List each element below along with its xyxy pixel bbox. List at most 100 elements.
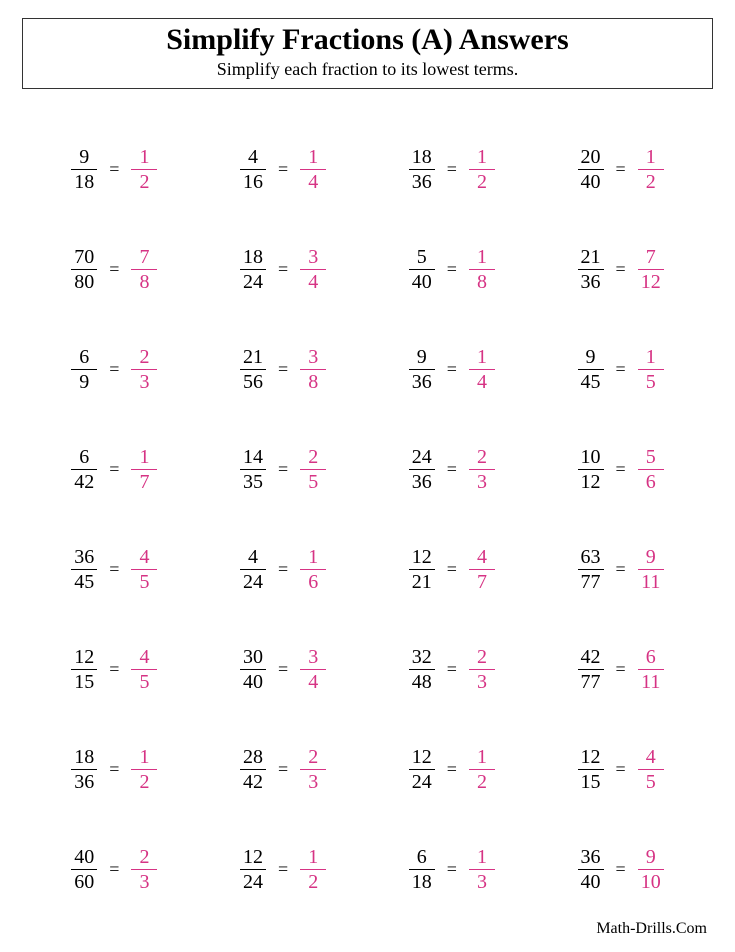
- problem-cell: 936=14: [368, 319, 537, 419]
- equals-sign: =: [616, 159, 626, 180]
- answer-numerator: 1: [306, 146, 320, 169]
- problem-cell: 1215=45: [30, 619, 199, 719]
- answer-numerator: 3: [306, 246, 320, 269]
- equals-sign: =: [109, 659, 119, 680]
- problem-fraction: 1836: [71, 746, 97, 793]
- problem-cell: 69=23: [30, 319, 199, 419]
- answer-denominator: 8: [469, 269, 495, 293]
- answer-numerator: 1: [137, 746, 151, 769]
- problem-numerator: 21: [241, 346, 265, 369]
- problem-fraction: 3248: [409, 646, 435, 693]
- answer-fraction: 12: [131, 146, 157, 193]
- answer-numerator: 1: [306, 846, 320, 869]
- answer-fraction: 15: [638, 346, 664, 393]
- problem-fraction: 1215: [578, 746, 604, 793]
- answer-numerator: 4: [644, 746, 658, 769]
- equals-sign: =: [616, 859, 626, 880]
- problem-denominator: 24: [409, 769, 435, 793]
- problem-fraction: 1012: [578, 446, 604, 493]
- problem-fraction: 4060: [71, 846, 97, 893]
- answer-fraction: 78: [131, 246, 157, 293]
- problem-denominator: 40: [409, 269, 435, 293]
- problem-numerator: 12: [410, 546, 434, 569]
- problem-fraction: 3645: [71, 546, 97, 593]
- answer-denominator: 2: [131, 169, 157, 193]
- answer-fraction: 45: [638, 746, 664, 793]
- equals-sign: =: [616, 359, 626, 380]
- answer-fraction: 12: [469, 146, 495, 193]
- answer-numerator: 6: [644, 646, 658, 669]
- equals-sign: =: [109, 559, 119, 580]
- answer-numerator: 4: [475, 546, 489, 569]
- answer-fraction: 12: [131, 746, 157, 793]
- equals-sign: =: [616, 459, 626, 480]
- problem-numerator: 10: [579, 446, 603, 469]
- answer-fraction: 611: [638, 646, 664, 693]
- answer-denominator: 4: [469, 369, 495, 393]
- answer-numerator: 1: [137, 146, 151, 169]
- answer-fraction: 25: [300, 446, 326, 493]
- equals-sign: =: [278, 359, 288, 380]
- answer-fraction: 911: [638, 546, 664, 593]
- answer-denominator: 5: [638, 769, 664, 793]
- equals-sign: =: [447, 259, 457, 280]
- answer-denominator: 4: [300, 669, 326, 693]
- problem-cell: 4277=611: [536, 619, 705, 719]
- problem-denominator: 15: [578, 769, 604, 793]
- equals-sign: =: [616, 759, 626, 780]
- problem-cell: 1224=12: [199, 819, 368, 919]
- problem-fraction: 1435: [240, 446, 266, 493]
- answer-numerator: 4: [137, 646, 151, 669]
- problem-fraction: 3640: [578, 846, 604, 893]
- equals-sign: =: [278, 859, 288, 880]
- problem-denominator: 40: [578, 169, 604, 193]
- answer-denominator: 7: [469, 569, 495, 593]
- answer-fraction: 16: [300, 546, 326, 593]
- equals-sign: =: [109, 459, 119, 480]
- header-box: Simplify Fractions (A) Answers Simplify …: [22, 18, 713, 89]
- answer-fraction: 712: [638, 246, 664, 293]
- answer-denominator: 11: [638, 569, 664, 593]
- equals-sign: =: [616, 259, 626, 280]
- problem-numerator: 40: [72, 846, 96, 869]
- answer-fraction: 56: [638, 446, 664, 493]
- answer-numerator: 1: [137, 446, 151, 469]
- problem-denominator: 45: [578, 369, 604, 393]
- answer-denominator: 10: [638, 869, 664, 893]
- equals-sign: =: [109, 859, 119, 880]
- problem-denominator: 45: [71, 569, 97, 593]
- problem-cell: 4060 = 23: [30, 819, 199, 919]
- problem-cell: 7080=78: [30, 219, 199, 319]
- answer-fraction: 23: [300, 746, 326, 793]
- problem-numerator: 42: [579, 646, 603, 669]
- answer-denominator: 4: [300, 269, 326, 293]
- problem-denominator: 36: [409, 169, 435, 193]
- answer-fraction: 34: [300, 246, 326, 293]
- problem-numerator: 12: [579, 746, 603, 769]
- problem-cell: 3040=34: [199, 619, 368, 719]
- equals-sign: =: [278, 559, 288, 580]
- problem-cell: 3640=910: [536, 819, 705, 919]
- answer-fraction: 17: [131, 446, 157, 493]
- problem-numerator: 20: [579, 146, 603, 169]
- problem-denominator: 42: [240, 769, 266, 793]
- problem-cell: 1215 = 45: [536, 719, 705, 819]
- problem-denominator: 77: [578, 569, 604, 593]
- answer-fraction: 12: [300, 846, 326, 893]
- answer-fraction: 18: [469, 246, 495, 293]
- problem-denominator: 40: [240, 669, 266, 693]
- problem-fraction: 69: [71, 346, 97, 393]
- answer-fraction: 13: [469, 846, 495, 893]
- problem-fraction: 540: [409, 246, 435, 293]
- problem-fraction: 2436: [409, 446, 435, 493]
- worksheet-title: Simplify Fractions (A) Answers: [33, 23, 702, 57]
- problem-fraction: 1221: [409, 546, 435, 593]
- problem-cell: 540 = 18: [368, 219, 537, 319]
- worksheet-subtitle: Simplify each fraction to its lowest ter…: [33, 59, 702, 80]
- problem-cell: 618=13: [368, 819, 537, 919]
- problem-cell: 1836=12: [30, 719, 199, 819]
- answer-fraction: 23: [131, 846, 157, 893]
- problem-fraction: 1215: [71, 646, 97, 693]
- equals-sign: =: [447, 659, 457, 680]
- problem-numerator: 14: [241, 446, 265, 469]
